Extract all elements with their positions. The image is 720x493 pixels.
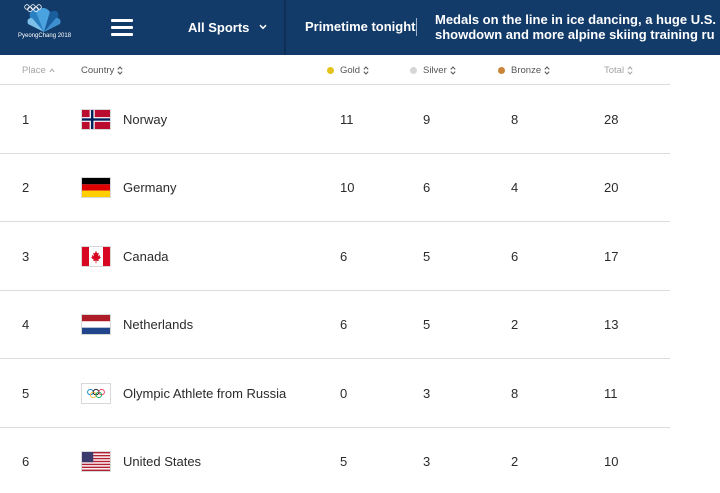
olympic-rings-icon xyxy=(24,4,42,12)
country-name[interactable]: Canada xyxy=(123,248,169,264)
bronze-count: 8 xyxy=(511,111,519,127)
total-header-label: Total xyxy=(604,65,625,76)
table-row[interactable]: 6 United States 5 3 2 10 xyxy=(0,428,670,493)
country-name[interactable]: Germany xyxy=(123,180,177,196)
pyeongchang-logo[interactable]: PyeongChang 2018 xyxy=(18,4,72,50)
headline-ticker-link[interactable]: Medals on the line in ice dancing, a hug… xyxy=(435,12,720,42)
usa-flag-icon xyxy=(81,451,111,473)
sort-icon xyxy=(117,66,123,75)
silver-count: 3 xyxy=(423,385,431,401)
canada-flag-icon xyxy=(81,245,111,267)
column-header-place[interactable]: Place xyxy=(22,65,55,76)
gold-count: 10 xyxy=(340,180,355,196)
country-name[interactable]: Norway xyxy=(123,111,168,127)
silver-medal-icon xyxy=(410,67,417,74)
total-count: 13 xyxy=(604,317,619,333)
header-divider xyxy=(284,0,286,55)
bronze-count: 2 xyxy=(511,317,519,333)
column-header-silver[interactable]: Silver xyxy=(410,65,456,76)
sort-ascending-icon xyxy=(49,68,55,73)
medal-table: Place Country Gold Silver xyxy=(0,55,720,493)
norway-flag-icon xyxy=(81,108,111,130)
peacock-icon xyxy=(27,8,61,32)
table-row[interactable]: 5 Olympic Athlete from Russia 0 3 8 11 xyxy=(0,359,670,428)
gold-count: 6 xyxy=(340,317,348,333)
all-sports-dropdown[interactable]: All Sports xyxy=(188,18,267,36)
headline-line-2: showdown and more alpine skiing training… xyxy=(435,27,715,42)
bronze-medal-icon xyxy=(498,67,505,74)
gold-count: 11 xyxy=(340,111,354,127)
country-header-label: Country xyxy=(81,65,115,76)
headline-line-1: Medals on the line in ice dancing, a hug… xyxy=(435,12,716,27)
gold-count: 5 xyxy=(340,454,348,470)
sort-icon xyxy=(627,66,633,75)
hamburger-menu-icon[interactable] xyxy=(111,17,135,37)
primetime-tonight-label: Primetime tonight xyxy=(305,19,416,34)
bronze-count: 2 xyxy=(511,454,519,470)
silver-count: 5 xyxy=(423,248,431,264)
gold-count: 0 xyxy=(340,385,348,401)
table-row[interactable]: 3 Canada 6 5 6 17 xyxy=(0,222,670,291)
all-sports-label: All Sports xyxy=(188,19,250,35)
gold-medal-icon xyxy=(327,67,334,74)
country-name[interactable]: Olympic Athlete from Russia xyxy=(123,385,287,401)
table-row[interactable]: 1 Norway 11 9 8 28 xyxy=(0,85,670,154)
table-row[interactable]: 4 Netherlands 6 5 2 13 xyxy=(0,291,670,360)
sort-icon xyxy=(363,66,369,75)
netherlands-flag-icon xyxy=(81,314,111,336)
bronze-count: 6 xyxy=(511,248,519,264)
ticker-separator xyxy=(416,18,417,36)
sort-icon xyxy=(450,66,456,75)
bronze-header-label: Bronze xyxy=(511,65,542,76)
place-cell: 2 xyxy=(22,180,30,196)
column-header-total[interactable]: Total xyxy=(604,65,633,76)
place-header-label: Place xyxy=(22,65,46,76)
silver-header-label: Silver xyxy=(423,65,447,76)
place-cell: 5 xyxy=(22,385,30,401)
olympic-rings-flag-icon xyxy=(81,382,111,404)
table-header: Place Country Gold Silver xyxy=(0,55,670,85)
germany-flag-icon xyxy=(81,177,111,199)
country-name[interactable]: Netherlands xyxy=(123,317,194,333)
chevron-down-icon xyxy=(259,24,267,30)
table-row[interactable]: 2 Germany 10 6 4 20 xyxy=(0,154,670,223)
column-header-country[interactable]: Country xyxy=(81,65,123,76)
place-cell: 6 xyxy=(22,454,30,470)
place-cell: 3 xyxy=(22,248,30,264)
country-name[interactable]: United States xyxy=(123,454,202,470)
bronze-count: 4 xyxy=(511,180,519,196)
total-count: 17 xyxy=(604,248,619,264)
top-navigation-bar: PyeongChang 2018 All Sports Primetime to… xyxy=(0,0,720,55)
place-cell: 4 xyxy=(22,317,30,333)
silver-count: 6 xyxy=(423,180,431,196)
total-count: 20 xyxy=(604,180,619,196)
column-header-bronze[interactable]: Bronze xyxy=(498,65,550,76)
silver-count: 3 xyxy=(423,454,431,470)
column-header-gold[interactable]: Gold xyxy=(327,65,369,76)
silver-count: 5 xyxy=(423,317,431,333)
total-count: 11 xyxy=(604,385,618,401)
silver-count: 9 xyxy=(423,111,431,127)
total-count: 28 xyxy=(604,111,619,127)
gold-count: 6 xyxy=(340,248,348,264)
logo-text: PyeongChang 2018 xyxy=(18,33,72,39)
sort-icon xyxy=(544,66,550,75)
bronze-count: 8 xyxy=(511,385,519,401)
place-cell: 1 xyxy=(22,111,30,127)
gold-header-label: Gold xyxy=(340,65,361,76)
total-count: 10 xyxy=(604,454,619,470)
